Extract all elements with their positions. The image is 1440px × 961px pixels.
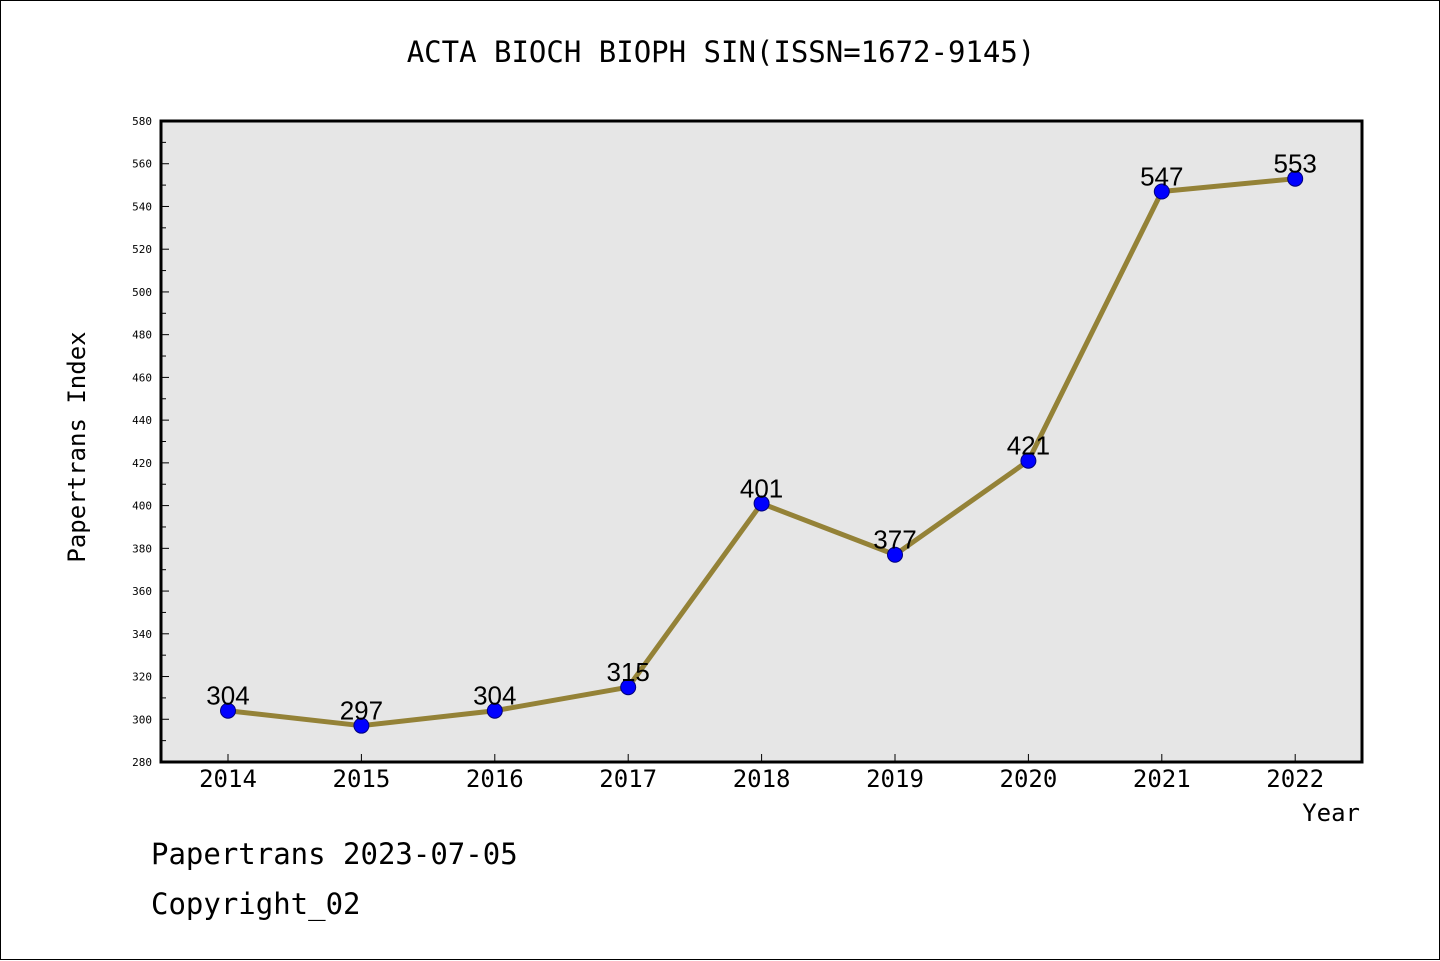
x-tick-label: 2016	[466, 765, 524, 793]
data-label: 304	[206, 681, 249, 711]
y-tick-label: 480	[132, 329, 152, 342]
data-label: 553	[1274, 149, 1317, 179]
y-tick-label: 460	[132, 371, 152, 384]
x-tick-label: 2018	[733, 765, 791, 793]
y-tick-label: 520	[132, 243, 152, 256]
data-label: 401	[740, 473, 783, 503]
data-point	[753, 495, 770, 512]
plot-area	[159, 119, 1364, 764]
y-tick-label: 340	[132, 628, 152, 641]
y-tick-label: 580	[132, 115, 152, 128]
data-point	[353, 717, 370, 734]
y-axis: 280 300 320 340 360 380 400 420 440 460 480 500 520 5…	[132, 115, 169, 769]
y-tick-label: 560	[132, 158, 152, 171]
x-tick-label: 2019	[866, 765, 924, 793]
y-tick-label: 380	[132, 542, 152, 555]
chart-title: ACTA BIOCH BIOPH SIN(ISSN=1672-9145)	[406, 35, 1036, 69]
x-axis: 2014 2015 2016 2017 2018 2019 2020 2021 2022	[199, 754, 1324, 793]
y-tick-label: 280	[132, 756, 152, 769]
y-tick-label: 320	[132, 671, 152, 684]
y-tick-label: 440	[132, 414, 152, 427]
series-group	[220, 170, 1304, 734]
data-labels-group: 304 297 304 315 401 377 421 547 553	[206, 149, 1317, 726]
data-point	[486, 702, 503, 719]
x-tick-label: 2017	[599, 765, 657, 793]
x-tick-label: 2015	[333, 765, 391, 793]
data-label: 304	[473, 681, 516, 711]
data-label: 297	[340, 696, 383, 726]
y-tick-label: 420	[132, 457, 152, 470]
x-tick-label: 2022	[1266, 765, 1324, 793]
x-tick-label: 2014	[199, 765, 257, 793]
data-label: 421	[1007, 431, 1050, 461]
x-axis-label: Year	[1302, 799, 1360, 827]
data-label: 547	[1140, 162, 1183, 192]
data-point	[1153, 183, 1170, 200]
data-point	[887, 546, 903, 563]
data-point	[620, 679, 637, 696]
y-tick-label: 500	[132, 286, 152, 299]
data-label: 377	[873, 525, 916, 555]
x-tick-label: 2021	[1133, 765, 1191, 793]
y-axis-label: Papertrans Index	[63, 331, 91, 562]
footer-copyright: Copyright_02	[151, 887, 361, 921]
x-tick-label: 2020	[1000, 765, 1058, 793]
y-tick-label: 400	[132, 500, 152, 513]
data-point	[1020, 452, 1037, 469]
data-label: 315	[607, 657, 650, 687]
y-tick-label: 540	[132, 200, 152, 213]
y-tick-label: 360	[132, 585, 152, 598]
data-point	[220, 702, 236, 719]
y-tick-label: 300	[132, 713, 152, 726]
data-point	[1287, 170, 1304, 187]
footer-date: Papertrans 2023-07-05	[151, 837, 518, 871]
